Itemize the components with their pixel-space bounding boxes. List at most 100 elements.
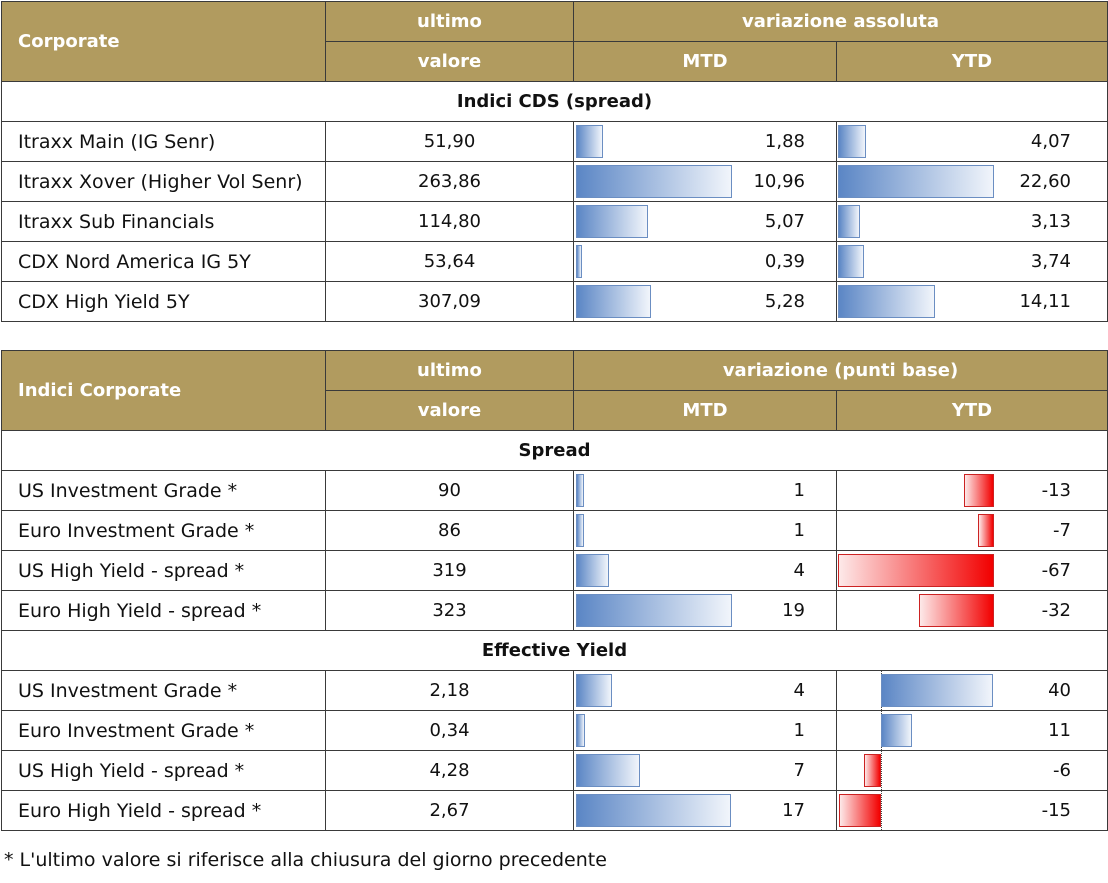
ytd-value: 11 bbox=[1048, 720, 1071, 741]
value-header-line2: valore bbox=[325, 41, 574, 82]
table-row: Itraxx Xover (Higher Vol Senr) 263,86 10,9… bbox=[1, 161, 1108, 202]
ytd-bar bbox=[837, 554, 994, 587]
mtd-header: MTD bbox=[573, 41, 837, 82]
ytd-value: 3,74 bbox=[1030, 251, 1071, 272]
ytd-cell: -15 bbox=[836, 790, 1108, 831]
row-label: US Investment Grade * bbox=[1, 470, 326, 511]
last-value: 2,18 bbox=[325, 670, 574, 711]
mtd-value: 1 bbox=[793, 480, 805, 501]
mtd-bar bbox=[576, 514, 585, 547]
ytd-value: -13 bbox=[1041, 480, 1071, 501]
mtd-value: 4 bbox=[793, 560, 805, 581]
mtd-header: MTD bbox=[573, 390, 837, 431]
row-label: Itraxx Sub Financials bbox=[1, 201, 326, 242]
table-row: Euro Investment Grade * 0,34 1 11 bbox=[1, 710, 1108, 751]
table-row: CDX High Yield 5Y 307,09 5,28 14,11 bbox=[1, 281, 1108, 322]
mtd-cell: 17 bbox=[573, 790, 837, 831]
last-value: 51,90 bbox=[325, 121, 574, 162]
group-header: variazione assoluta bbox=[573, 1, 1108, 42]
mtd-value: 1 bbox=[793, 720, 805, 741]
ytd-cell: -67 bbox=[836, 550, 1108, 591]
row-label: US High Yield - spread * bbox=[1, 550, 326, 591]
ytd-value: 40 bbox=[1048, 680, 1071, 701]
mtd-bar bbox=[576, 794, 731, 827]
ytd-bar bbox=[881, 714, 912, 747]
ytd-zero-axis bbox=[881, 751, 882, 790]
ytd-bar bbox=[919, 594, 994, 627]
last-value: 114,80 bbox=[325, 201, 574, 242]
table-row: Euro High Yield - spread * 2,67 17 -15 bbox=[1, 790, 1108, 831]
last-value: 307,09 bbox=[325, 281, 574, 322]
footnote: * L'ultimo valore si riferisce alla chiu… bbox=[4, 849, 607, 871]
ytd-value: -67 bbox=[1041, 560, 1071, 581]
ytd-bar bbox=[839, 794, 881, 827]
ytd-value: 14,11 bbox=[1019, 291, 1071, 312]
table-row: US Investment Grade * 2,18 4 40 bbox=[1, 670, 1108, 711]
section-title: Effective Yield bbox=[1, 630, 1108, 671]
table-row: US High Yield - spread * 319 4 -67 bbox=[1, 550, 1108, 591]
row-label: Euro High Yield - spread * bbox=[1, 590, 326, 631]
last-value: 4,28 bbox=[325, 750, 574, 791]
ytd-header: YTD bbox=[836, 41, 1108, 82]
table-row: Itraxx Main (IG Senr) 51,90 1,88 4,07 bbox=[1, 121, 1108, 162]
table-row: Euro Investment Grade * 86 1 -7 bbox=[1, 510, 1108, 551]
ytd-cell: 3,13 bbox=[836, 201, 1108, 242]
ytd-header: YTD bbox=[836, 390, 1108, 431]
row-label: US High Yield - spread * bbox=[1, 750, 326, 791]
ytd-cell: 3,74 bbox=[836, 241, 1108, 282]
ytd-cell: -7 bbox=[836, 510, 1108, 551]
mtd-cell: 0,39 bbox=[573, 241, 837, 282]
ytd-cell: -6 bbox=[836, 750, 1108, 791]
ytd-bar bbox=[838, 165, 994, 198]
table-row: US High Yield - spread * 4,28 7 -6 bbox=[1, 750, 1108, 791]
last-value: 86 bbox=[325, 510, 574, 551]
mtd-value: 1 bbox=[793, 520, 805, 541]
row-label: Euro High Yield - spread * bbox=[1, 790, 326, 831]
section-title: Spread bbox=[1, 430, 1108, 471]
last-value: 319 bbox=[325, 550, 574, 591]
mtd-value: 19 bbox=[782, 600, 805, 621]
ytd-bar bbox=[838, 125, 867, 158]
mtd-bar bbox=[576, 754, 640, 787]
mtd-cell: 5,07 bbox=[573, 201, 837, 242]
mtd-bar bbox=[576, 674, 613, 707]
mtd-bar bbox=[576, 714, 586, 747]
ytd-value: -15 bbox=[1041, 800, 1071, 821]
mtd-value: 4 bbox=[793, 680, 805, 701]
table-corner-header: Corporate bbox=[1, 1, 326, 82]
mtd-bar bbox=[576, 594, 732, 627]
ytd-zero-axis bbox=[881, 791, 882, 830]
section-title: Indici CDS (spread) bbox=[1, 81, 1108, 122]
row-label: Euro Investment Grade * bbox=[1, 710, 326, 751]
last-value: 263,86 bbox=[325, 161, 574, 202]
mtd-value: 7 bbox=[793, 760, 805, 781]
ytd-cell: -32 bbox=[836, 590, 1108, 631]
ytd-value: 3,13 bbox=[1030, 211, 1071, 232]
value-header-line1: ultimo bbox=[325, 350, 574, 391]
mtd-cell: 1 bbox=[573, 510, 837, 551]
ytd-cell: 4,07 bbox=[836, 121, 1108, 162]
mtd-bar bbox=[576, 205, 648, 238]
mtd-value: 0,39 bbox=[764, 251, 805, 272]
ytd-bar bbox=[977, 514, 994, 547]
ytd-value: 4,07 bbox=[1030, 131, 1071, 152]
mtd-bar bbox=[576, 125, 603, 158]
corporate-index-table: Indici Corporate ultimo variazione (punt… bbox=[1, 350, 1108, 831]
mtd-cell: 4 bbox=[573, 670, 837, 711]
mtd-value: 5,28 bbox=[764, 291, 805, 312]
mtd-bar bbox=[576, 285, 651, 318]
value-header-line1: ultimo bbox=[325, 1, 574, 42]
ytd-bar bbox=[963, 474, 994, 507]
ytd-cell: -13 bbox=[836, 470, 1108, 511]
ytd-value: -6 bbox=[1053, 760, 1071, 781]
mtd-cell: 1 bbox=[573, 710, 837, 751]
ytd-bar bbox=[864, 754, 881, 787]
table-row: US Investment Grade * 90 1 -13 bbox=[1, 470, 1108, 511]
ytd-bar bbox=[838, 245, 864, 278]
row-label: CDX Nord America IG 5Y bbox=[1, 241, 326, 282]
ytd-value: 22,60 bbox=[1019, 171, 1071, 192]
mtd-bar bbox=[576, 554, 609, 587]
mtd-cell: 1 bbox=[573, 470, 837, 511]
mtd-cell: 5,28 bbox=[573, 281, 837, 322]
ytd-value: -7 bbox=[1053, 520, 1071, 541]
